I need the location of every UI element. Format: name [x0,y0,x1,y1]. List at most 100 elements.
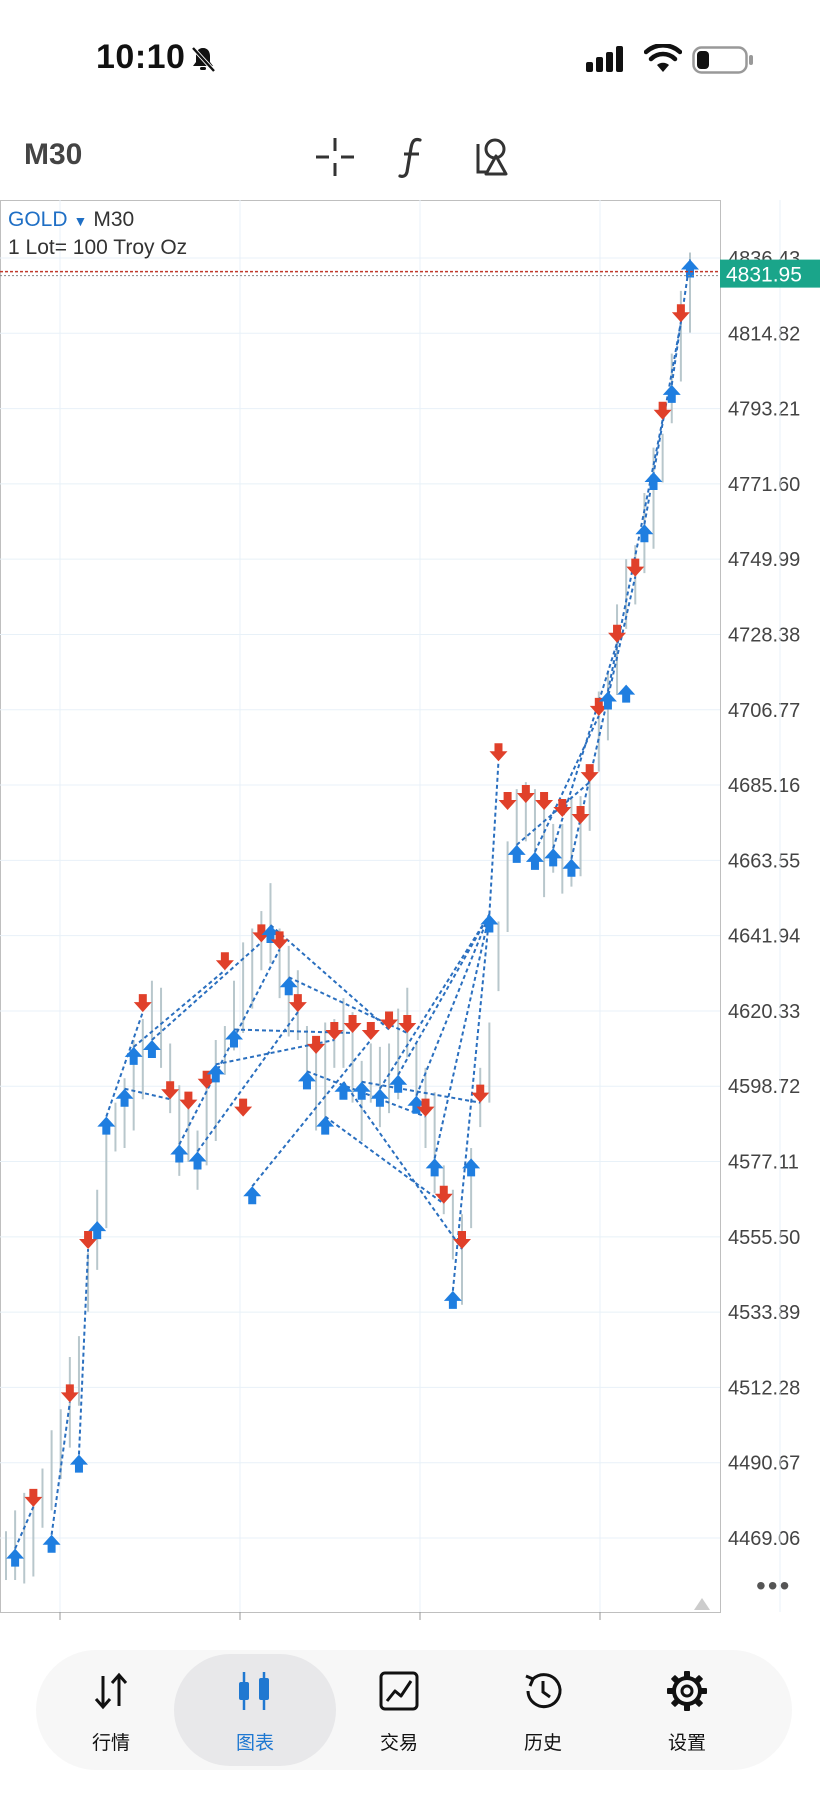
sell-arrow-marker [553,798,572,817]
buy-arrow-marker [279,977,298,996]
nav-label: 交易 [379,1733,418,1754]
crosshair-icon[interactable] [312,134,358,180]
trade-link-line [643,322,682,525]
symbol-name[interactable]: GOLD [8,208,68,231]
buy-arrow-marker [69,1454,88,1473]
more-options-icon[interactable]: ••• [756,1570,792,1601]
price-chart[interactable]: 4836.43 4814.82 4793.21 4771.60 4749.99 4728.… [0,200,828,1620]
nav-item-quotes[interactable]: 行情 [36,1650,186,1770]
price-tick-label: 4728.38 [728,624,800,646]
buy-arrow-marker [644,472,663,491]
sell-arrow-marker [288,994,307,1013]
symbol-dropdown-icon[interactable]: ▼ [73,213,88,229]
battery-icon [692,46,753,74]
sell-arrow-marker [215,952,234,971]
sell-arrow-marker [307,1035,326,1054]
trade-link-line [77,1248,90,1455]
objects-shapes-icon[interactable] [468,134,514,180]
sell-arrow-marker [608,624,627,643]
sell-arrow-marker [589,697,608,716]
trade-link-line [178,948,281,1145]
price-tick-label: 4469.06 [728,1528,800,1550]
sell-arrow-marker [325,1021,344,1040]
trade-link-line [415,914,491,1097]
price-tick-label: 4814.82 [728,323,800,345]
settings-icon [667,1671,707,1711]
trade-link-line [196,1011,299,1153]
sell-arrow-marker [79,1231,98,1250]
nav-label: 历史 [523,1733,562,1754]
buy-arrow-marker [443,1290,462,1309]
indicator-f-icon[interactable] [390,134,436,180]
buy-arrow-marker [425,1158,444,1177]
status-bar: 10:10 [0,0,828,120]
cell-signal-icon [586,46,623,72]
price-tick-label: 4555.50 [728,1227,800,1249]
sell-arrow-marker [453,1231,471,1250]
sell-arrow-marker [434,1185,453,1204]
buy-arrow-marker [352,1081,371,1100]
nav-item-chart[interactable]: 图表 [174,1650,336,1770]
buy-arrow-marker [480,914,499,933]
buy-arrow-marker [225,1029,243,1048]
trade-link-line [516,781,591,846]
buy-arrow-marker [115,1088,134,1107]
lot-info: 1 Lot= 100 Troy Oz [8,236,188,259]
sell-arrow-marker [361,1021,380,1040]
sell-arrow-marker [343,1014,362,1033]
price-tick-label: 4771.60 [728,474,800,496]
buy-arrow-marker [170,1144,189,1163]
timeframe-button[interactable]: M30 [24,138,83,171]
sell-arrow-marker [179,1091,198,1110]
trade-link-line [361,1080,481,1104]
buy-arrow-marker [297,1071,316,1090]
quotes-icon [94,1672,128,1710]
trade-link-line [124,1087,171,1101]
chart-canvas[interactable]: 4836.434814.824793.214771.604749.994728.… [0,200,828,1620]
status-time: 10:10 [96,38,186,76]
nav-label: 行情 [91,1733,130,1754]
sell-arrow-marker [133,994,152,1013]
price-tick-label: 4512.28 [728,1377,800,1399]
active-tab-pill [174,1654,336,1766]
sell-arrow-marker [489,743,508,762]
buy-arrow-marker [407,1095,426,1114]
sell-arrow-marker [498,792,517,811]
nav-item-trade[interactable]: 交易 [324,1650,474,1770]
chart-symbol-line: GOLD ▼ M30 [8,208,134,232]
buy-arrow-marker [544,848,563,867]
buy-arrow-marker [617,684,636,703]
current-price-label: 4831.95 [726,264,802,287]
sell-arrow-marker [161,1081,180,1100]
bottom-nav: 行情 图表 交易 历史 [36,1650,792,1770]
buy-arrow-marker [635,524,654,543]
buy-arrow-marker [97,1116,116,1135]
price-tick-label: 4533.89 [728,1302,800,1324]
buy-arrow-marker [243,1186,262,1205]
chart-frame [0,200,721,1613]
trade-link-line [306,1070,426,1118]
buy-arrow-marker [142,1039,161,1058]
nav-item-history[interactable]: 历史 [468,1650,618,1770]
buy-arrow-marker [389,1074,408,1093]
sell-arrow-marker [270,931,289,950]
price-tick-label: 4685.16 [728,775,800,797]
sell-arrow-marker [535,792,554,811]
buy-arrow-marker [598,691,617,710]
trade-link-line [50,1402,71,1535]
trade-link-line [451,914,491,1291]
sell-arrow-marker [671,304,690,323]
nav-item-settings[interactable]: 设置 [612,1650,762,1770]
price-tick-label: 4749.99 [728,549,800,571]
buy-arrow-marker [334,1081,353,1100]
buy-arrow-marker [562,858,581,877]
buy-arrow-marker [462,1158,481,1177]
sell-arrow-marker [471,1084,490,1103]
price-tick-label: 4577.11 [728,1152,799,1174]
history-icon [525,1673,562,1709]
price-tick-label: 4598.72 [728,1076,800,1098]
buy-arrow-marker [124,1046,143,1065]
buy-arrow-marker [42,1534,61,1553]
trade-link-line [324,1115,445,1205]
nav-label: 图表 [235,1733,274,1754]
